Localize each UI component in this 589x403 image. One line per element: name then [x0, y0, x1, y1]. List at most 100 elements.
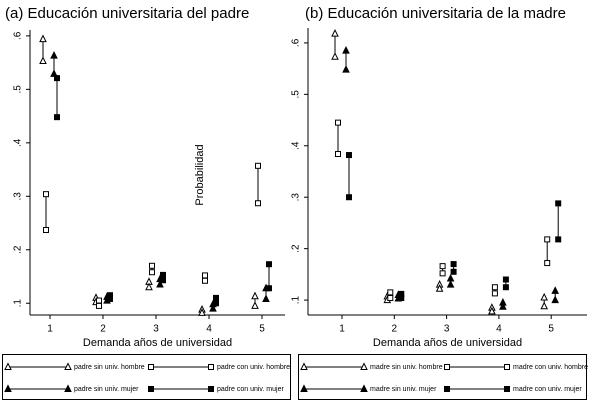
marker: [488, 306, 496, 315]
x-tick-label: 2: [100, 324, 106, 335]
marker: [198, 308, 206, 316]
marker: [450, 268, 457, 275]
marker: [208, 386, 214, 392]
y-tick-label: .2: [291, 244, 302, 253]
marker: [444, 386, 450, 392]
marker: [209, 303, 217, 312]
marker: [213, 300, 219, 307]
x-tick-label: 2: [392, 324, 398, 335]
legend-label: madre con univ. mujer: [513, 386, 582, 393]
marker: [387, 289, 394, 296]
legend-label: padre con univ. mujer: [217, 386, 284, 393]
marker: [266, 285, 272, 292]
marker: [255, 200, 261, 207]
marker: [160, 277, 166, 284]
marker: [300, 362, 308, 370]
marker: [446, 280, 455, 288]
marker: [255, 162, 261, 169]
marker: [156, 279, 164, 288]
marker: [540, 301, 549, 310]
marker: [50, 51, 58, 59]
marker: [96, 302, 102, 309]
marker: [360, 384, 368, 392]
marker: [502, 276, 509, 283]
marker: [43, 191, 49, 198]
marker: [145, 282, 153, 291]
marker: [202, 272, 208, 279]
x-tick-label: 4: [496, 324, 502, 335]
marker: [502, 284, 509, 291]
marker: [342, 65, 350, 73]
marker: [300, 384, 308, 392]
legend-label: padre sin univ. hombre: [74, 364, 145, 371]
marker: [107, 295, 113, 302]
marker: [262, 294, 270, 302]
legend-label: padre con univ. hombre: [217, 364, 290, 371]
chart-title: (b) Educación universitaria de la madre: [305, 5, 566, 22]
marker: [39, 34, 47, 43]
marker: [208, 364, 214, 370]
x-axis-title: Demanda años de universidad: [83, 337, 232, 349]
marker: [439, 263, 446, 270]
y-tick-label: .1: [291, 295, 302, 304]
y-tick-label: .5: [291, 90, 302, 99]
legend-box: [2, 354, 291, 400]
marker: [251, 301, 259, 309]
marker: [491, 284, 498, 291]
legend-label: madre con univ. hombre: [513, 364, 588, 371]
marker: [555, 200, 562, 207]
marker: [504, 386, 510, 392]
marker: [54, 114, 60, 121]
marker: [4, 384, 12, 392]
marker: [160, 271, 166, 278]
legend-label: padre sin univ. mujer: [74, 386, 139, 393]
marker: [39, 56, 47, 65]
marker: [450, 261, 457, 268]
marker: [64, 384, 72, 392]
y-tick-label: .5: [13, 85, 24, 94]
marker: [64, 362, 72, 370]
marker: [346, 194, 352, 201]
y-tick-label: .3: [13, 192, 24, 201]
marker: [251, 291, 259, 300]
x-tick-label: 1: [47, 324, 53, 335]
y-tick-label: .4: [291, 141, 302, 150]
marker: [540, 292, 549, 301]
x-tick-label: 5: [548, 324, 554, 335]
y-axis-title: Probabilidad: [194, 144, 206, 205]
y-tick-label: .2: [13, 245, 24, 254]
marker: [335, 151, 341, 158]
marker: [551, 295, 560, 304]
marker: [504, 364, 510, 370]
legend-label: madre sin univ. hombre: [370, 364, 443, 371]
y-tick-label: .1: [13, 299, 24, 308]
x-axis-title: Demanda años de universidad: [373, 337, 522, 349]
marker: [331, 52, 339, 60]
marker: [398, 295, 405, 302]
marker: [387, 295, 394, 302]
x-tick-label: 3: [444, 324, 450, 335]
marker: [331, 29, 339, 37]
marker: [149, 269, 155, 276]
marker: [54, 75, 60, 82]
marker: [491, 290, 498, 297]
marker: [202, 277, 208, 284]
marker: [544, 236, 551, 243]
y-tick-label: .3: [291, 193, 302, 202]
marker: [435, 284, 444, 292]
marker: [439, 270, 446, 277]
marker: [213, 294, 219, 301]
marker: [43, 226, 49, 233]
legend-box: [298, 354, 587, 400]
marker: [551, 286, 560, 294]
marker: [266, 261, 272, 268]
marker: [555, 236, 562, 243]
marker: [4, 362, 12, 370]
marker: [96, 297, 102, 304]
marker: [544, 260, 551, 267]
y-tick-label: .6: [13, 31, 24, 40]
y-tick-label: .4: [13, 138, 24, 147]
marker: [148, 386, 154, 392]
marker: [360, 362, 368, 370]
